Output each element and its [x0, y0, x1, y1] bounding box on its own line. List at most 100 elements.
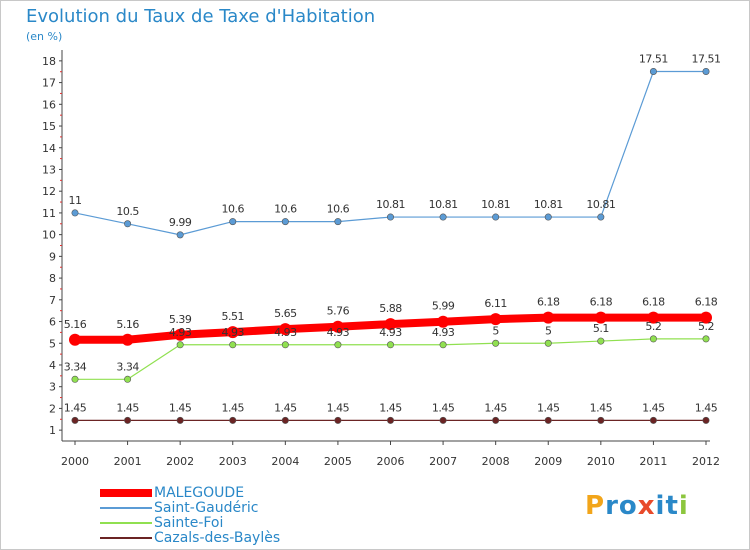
logo-letter: x — [637, 491, 656, 521]
chart-subtitle: (en %) — [26, 30, 63, 43]
data-point — [542, 311, 555, 324]
data-label: 5.1 — [593, 322, 609, 335]
data-label: 1.45 — [169, 401, 192, 414]
data-label: 5.2 — [698, 320, 714, 333]
data-point — [281, 341, 289, 349]
data-label: 1.45 — [432, 401, 455, 414]
data-label: 5.76 — [327, 305, 350, 318]
legend-item: Saint-Gaudéric — [100, 500, 258, 516]
data-label: 5 — [492, 324, 499, 337]
data-point — [176, 416, 184, 424]
data-point — [386, 416, 394, 424]
data-point — [334, 341, 342, 349]
y-tick-label: 9 — [49, 250, 56, 263]
y-tick-label: 7 — [49, 294, 56, 307]
legend-swatch — [100, 537, 152, 539]
y-tick-label: 2 — [49, 402, 56, 415]
data-label: 6.11 — [484, 297, 507, 310]
data-label: 1.45 — [642, 401, 665, 414]
y-tick-label: 12 — [42, 185, 56, 198]
legend-label: Saint-Gaudéric — [154, 500, 259, 516]
data-point — [124, 220, 132, 228]
data-label: 1.45 — [222, 401, 245, 414]
legend-swatch — [100, 489, 152, 497]
y-tick-label: 13 — [42, 163, 56, 176]
data-label: 1.45 — [537, 401, 560, 414]
data-point — [331, 320, 344, 333]
data-label: 3.34 — [116, 360, 139, 373]
data-point — [700, 311, 712, 324]
data-point — [279, 323, 292, 336]
data-point — [649, 416, 657, 424]
data-label: 5.88 — [379, 302, 402, 315]
data-point — [176, 231, 184, 239]
y-tick-label: 18 — [42, 55, 56, 68]
logo-letter: o — [618, 491, 638, 521]
data-label: 6.18 — [537, 296, 560, 309]
data-point — [702, 335, 710, 343]
data-label: 5.99 — [432, 300, 455, 313]
data-point — [229, 341, 237, 349]
data-point — [334, 416, 342, 424]
data-label: 10.81 — [376, 198, 405, 211]
chart-title: Evolution du Taux de Taxe d'Habitation — [26, 6, 376, 27]
data-label: 10.6 — [327, 203, 350, 216]
data-label: 10.81 — [481, 198, 510, 211]
data-label: 1.45 — [379, 401, 402, 414]
y-tick-label: 14 — [42, 142, 56, 155]
data-point — [121, 333, 134, 346]
data-point — [437, 315, 450, 328]
y-tick-label: 15 — [42, 120, 56, 133]
x-tick-label: 2004 — [271, 455, 299, 468]
legend-item: MALEGOUDE — [100, 485, 244, 501]
x-tick-label: 2007 — [429, 455, 457, 468]
data-label: 4.93 — [169, 326, 192, 339]
data-point — [71, 209, 79, 217]
x-tick-label: 2002 — [166, 455, 194, 468]
y-tick-label: 1 — [49, 424, 56, 437]
data-label: 5 — [545, 324, 552, 337]
data-point — [281, 218, 289, 226]
data-label: 1.45 — [695, 401, 718, 414]
data-point — [386, 213, 394, 221]
data-label: 6.18 — [695, 296, 718, 309]
data-label: 17.51 — [639, 53, 668, 66]
data-point — [544, 339, 552, 347]
x-tick-label: 2006 — [377, 455, 405, 468]
x-tick-label: 2000 — [61, 455, 89, 468]
legend-swatch — [100, 507, 152, 509]
data-label: 17.51 — [692, 53, 721, 66]
data-label: 1.45 — [274, 401, 297, 414]
data-label: 5.39 — [169, 313, 192, 326]
data-label: 10.81 — [429, 198, 458, 211]
x-tick-label: 2008 — [482, 455, 510, 468]
data-point — [597, 213, 605, 221]
data-point — [69, 333, 81, 346]
logo-letter: P — [585, 491, 606, 521]
data-point — [226, 326, 239, 339]
data-point — [439, 213, 447, 221]
data-point — [492, 339, 500, 347]
data-label: 10.5 — [116, 205, 139, 218]
y-tick-label: 10 — [42, 229, 56, 242]
data-label: 5.16 — [64, 318, 87, 331]
x-tick-label: 2010 — [587, 455, 615, 468]
y-tick-label: 11 — [42, 207, 56, 220]
data-label: 5.65 — [274, 307, 297, 320]
data-point — [594, 311, 607, 324]
proxiti-logo: Proxiti — [585, 491, 689, 521]
x-tick-label: 2003 — [219, 455, 247, 468]
data-point — [229, 416, 237, 424]
data-point — [281, 416, 289, 424]
data-point — [597, 416, 605, 424]
legend-label: Cazals-des-Baylès — [154, 530, 281, 546]
y-tick-label: 17 — [42, 77, 56, 90]
data-point — [649, 68, 657, 76]
data-point — [229, 218, 237, 226]
data-point — [702, 68, 710, 76]
data-label: 10.6 — [222, 203, 245, 216]
y-tick-label: 16 — [42, 98, 56, 111]
data-point — [489, 313, 502, 326]
data-point — [544, 416, 552, 424]
